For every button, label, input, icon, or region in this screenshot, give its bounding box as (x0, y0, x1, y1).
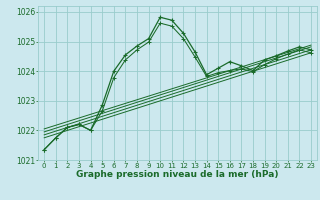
X-axis label: Graphe pression niveau de la mer (hPa): Graphe pression niveau de la mer (hPa) (76, 170, 279, 179)
